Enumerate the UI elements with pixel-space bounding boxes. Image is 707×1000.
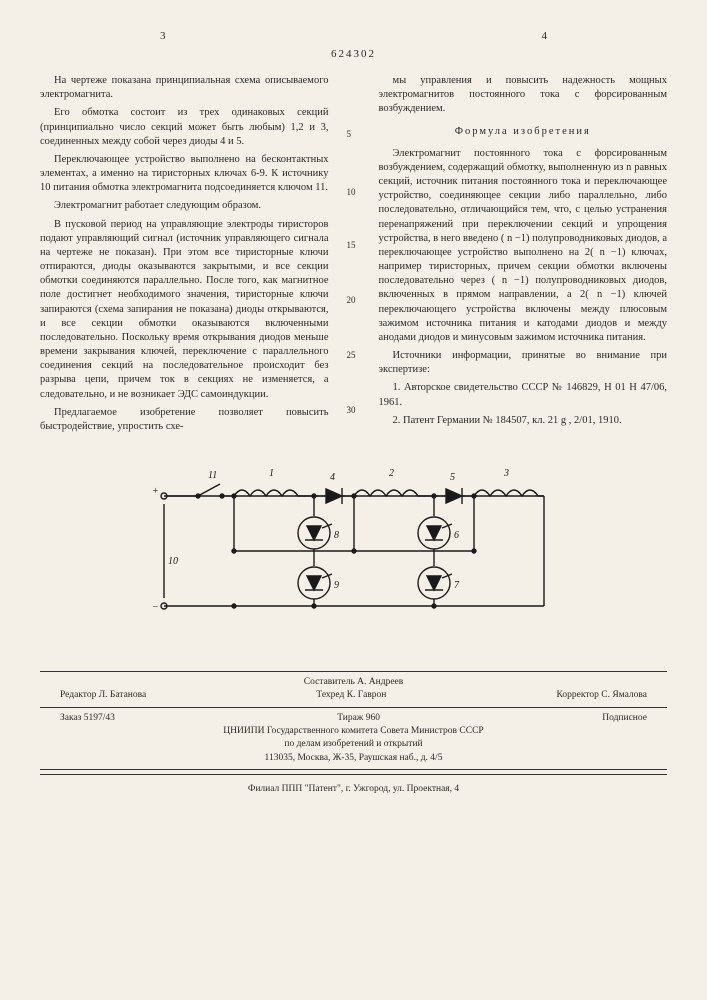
label-3: 3 <box>503 468 509 479</box>
page-numbers-row: 3 4 <box>40 30 667 42</box>
corrector: Корректор С. Ямалова <box>557 689 647 702</box>
label-5: 5 <box>450 472 455 483</box>
formula-title: Формула изобретения <box>379 125 668 139</box>
label-11: 11 <box>208 470 217 481</box>
text-columns: На чертеже показана принципиальная схема… <box>40 74 667 438</box>
document-number: 624302 <box>40 48 667 60</box>
circuit-diagram: + − 11 1 2 3 4 5 6 7 8 9 10 <box>144 456 564 651</box>
para: В пусковой период на управляющие электро… <box>40 218 329 402</box>
line-number: 30 <box>347 404 356 416</box>
addr1: 113035, Москва, Ж-35, Раушская наб., д. … <box>40 752 667 765</box>
para: Его обмотка состоит из трех одинаковых с… <box>40 106 329 149</box>
label-1: 1 <box>269 468 274 479</box>
org1: ЦНИИПИ Государственного комитета Совета … <box>40 725 667 738</box>
left-column: На чертеже показана принципиальная схема… <box>40 74 329 438</box>
line-number: 25 <box>347 349 356 361</box>
para: 1. Авторское свидетельство СССР № 146829… <box>379 381 668 409</box>
page-number-right: 4 <box>542 30 548 42</box>
org2: по делам изобретений и открытий <box>40 738 667 751</box>
label-8: 8 <box>334 530 339 541</box>
para: мы управления и повысить надежность мощн… <box>379 74 668 117</box>
terminal-minus: − <box>152 602 159 613</box>
margin-numbers: 5 10 15 20 25 30 <box>347 74 361 438</box>
para: Электромагнит постоянного тока с форсиро… <box>379 147 668 345</box>
para: 2. Патент Германии № 184507, кл. 21 g , … <box>379 414 668 428</box>
para: Источники информации, принятые во вниман… <box>379 349 668 377</box>
para: Электромагнит работает следующим образом… <box>40 199 329 213</box>
label-10: 10 <box>168 556 178 567</box>
tirazh: Тираж 960 <box>337 712 380 725</box>
footer-block: Составитель А. Андреев Редактор Л. Батан… <box>40 671 667 770</box>
para: Предлагаемое изобретение позволяет повыс… <box>40 406 329 434</box>
label-7: 7 <box>454 580 460 591</box>
line-number: 20 <box>347 294 356 306</box>
para: Переключающее устройство выполнено на бе… <box>40 153 329 196</box>
compiler: Составитель А. Андреев <box>40 676 667 689</box>
para: На чертеже показана принципиальная схема… <box>40 74 329 102</box>
line-number: 10 <box>347 186 356 198</box>
label-9: 9 <box>334 580 339 591</box>
addr2: Филиал ППП "Патент", г. Ужгород, ул. Про… <box>40 779 667 796</box>
order: Заказ 5197/43 <box>60 712 115 725</box>
tech: Техред К. Гаврон <box>316 689 386 702</box>
line-number: 5 <box>347 128 352 140</box>
page-number-left: 3 <box>160 30 166 42</box>
label-2: 2 <box>389 468 394 479</box>
page: 3 4 624302 На чертеже показана принципиа… <box>0 0 707 816</box>
label-6: 6 <box>454 530 459 541</box>
terminal-plus: + <box>152 486 159 497</box>
right-column: мы управления и повысить надежность мощн… <box>379 74 668 438</box>
editor: Редактор Л. Батанова <box>60 689 146 702</box>
circuit-svg: + − 11 1 2 3 4 5 6 7 8 9 10 <box>144 456 564 646</box>
line-number: 15 <box>347 239 356 251</box>
podpis: Подписное <box>602 712 647 725</box>
label-4: 4 <box>330 472 335 483</box>
